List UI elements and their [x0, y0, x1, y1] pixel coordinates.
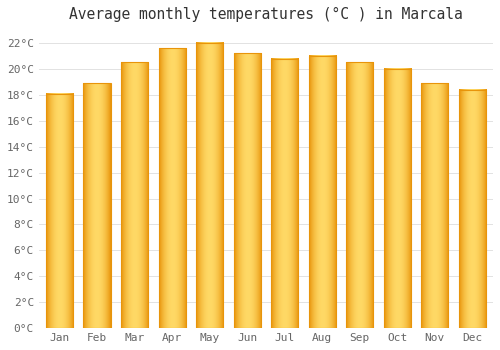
Bar — [234, 54, 260, 328]
Bar — [422, 83, 448, 328]
Bar — [46, 93, 73, 328]
Bar — [271, 58, 298, 328]
Bar — [121, 63, 148, 328]
Bar — [384, 69, 411, 328]
Bar — [84, 83, 110, 328]
Bar — [308, 56, 336, 328]
Bar — [196, 43, 223, 328]
Bar — [346, 63, 374, 328]
Bar — [158, 48, 186, 328]
Bar — [459, 90, 486, 328]
Title: Average monthly temperatures (°C ) in Marcala: Average monthly temperatures (°C ) in Ma… — [69, 7, 463, 22]
